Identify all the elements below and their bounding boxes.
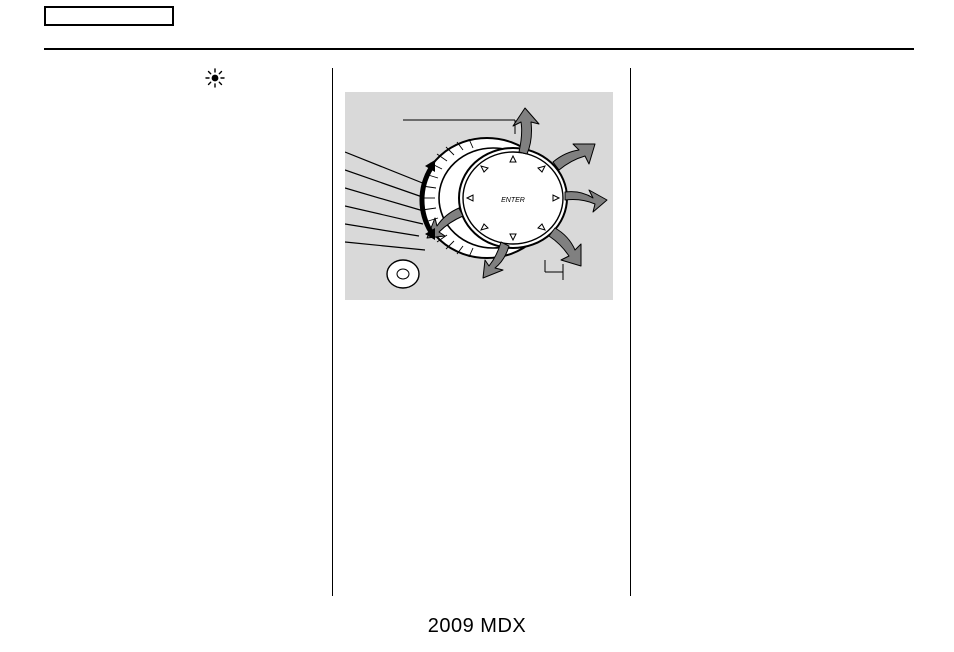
main-menu-box [44, 6, 174, 26]
interface-dial-figure: ENTER [345, 92, 613, 300]
dial-center-label: ENTER [501, 197, 525, 204]
page-root: ENTER [0, 0, 954, 652]
column-separator-1 [332, 68, 333, 596]
brightness-day-night-icon [205, 68, 245, 93]
header-rule [44, 48, 914, 50]
footer-model-year: 2009 MDX [0, 615, 954, 638]
column-separator-2 [630, 68, 631, 596]
footer-text: 2009 MDX [428, 615, 527, 637]
